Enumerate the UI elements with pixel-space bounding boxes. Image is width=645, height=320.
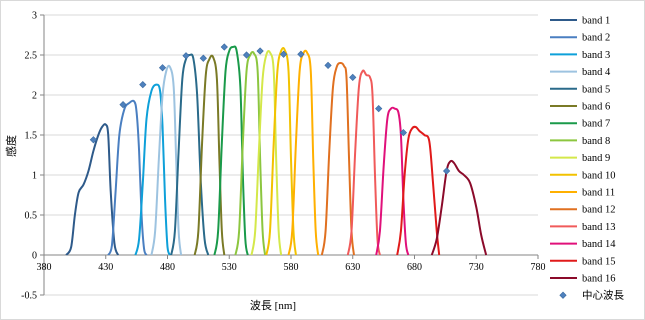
series-line-band-13 — [346, 69, 381, 256]
legend-label: 中心波長 — [582, 289, 624, 302]
legend-label: band 11 — [582, 188, 615, 199]
center-wavelength-marker — [199, 54, 207, 62]
tick-labels: 380 430 480 530 580 630 680 730 780 -0.5 0 0.5 1 1.5 2… — [21, 11, 545, 302]
legend-label: band 1 — [582, 16, 610, 27]
legend-label: band 15 — [582, 256, 616, 267]
series-line-band-2 — [107, 99, 148, 256]
x-tick-label: 780 — [531, 262, 546, 273]
legend-label: band 2 — [582, 33, 610, 44]
center-wavelength-marker — [442, 167, 451, 175]
legend-marker-swatch — [559, 291, 567, 299]
legend-label: band 4 — [582, 67, 611, 78]
legend-label: band 13 — [582, 222, 616, 233]
y-tick-label: 1.5 — [25, 131, 38, 142]
y-tick-label: 1 — [32, 171, 37, 182]
x-axis-label: 波長 [nm] — [250, 299, 296, 312]
center-wavelength-marker — [139, 80, 147, 89]
center-wavelength-marker — [349, 73, 357, 82]
series-line-band-1 — [65, 123, 120, 256]
x-tick-label: 730 — [469, 262, 484, 273]
series-line-band-16 — [430, 159, 488, 256]
x-tick-label: 380 — [37, 262, 52, 273]
x-tick-label: 680 — [407, 262, 422, 273]
series-line-band-11 — [287, 49, 320, 256]
y-tick-label: 2.5 — [25, 51, 38, 62]
x-tick-label: 480 — [160, 262, 175, 273]
center-wavelength-marker — [324, 61, 332, 70]
series-line-band-8 — [234, 51, 267, 256]
legend-label: band 5 — [582, 84, 610, 95]
series-line-band-9 — [250, 50, 283, 256]
center-wavelength-marker — [158, 64, 167, 72]
y-tick-label: 0.5 — [25, 211, 38, 222]
legend: band 1 band 2 band 3 band 4 band 5 band 6 band… — [550, 16, 624, 302]
axes — [40, 14, 539, 296]
y-tick-label: 0 — [32, 251, 37, 262]
legend-label: band 14 — [582, 239, 616, 250]
y-tick-label: -0.5 — [21, 291, 37, 302]
legend-label: band 12 — [582, 205, 616, 216]
series-lines — [65, 45, 488, 256]
series-line-band-10 — [265, 47, 297, 256]
center-wavelength-marker — [375, 104, 383, 113]
x-tick-label: 530 — [222, 262, 237, 273]
x-tick-label: 580 — [284, 262, 299, 273]
center-wavelength-marker — [89, 136, 98, 144]
y-axis-label: 感度 — [4, 135, 18, 157]
x-tick-label: 430 — [98, 262, 113, 273]
series-line-band-3 — [134, 83, 171, 256]
center-wavelength-marker — [182, 52, 190, 60]
series-line-band-14 — [375, 106, 410, 256]
series-line-band-15 — [396, 125, 441, 256]
legend-label: band 7 — [582, 119, 610, 130]
series-line-band-12 — [320, 61, 355, 256]
center-wavelength-marker — [256, 47, 264, 55]
legend-label: band 9 — [582, 153, 610, 164]
legend-label: band 3 — [582, 50, 610, 61]
y-tick-label: 2 — [32, 91, 37, 102]
center-wavelength-marker — [242, 51, 251, 59]
center-wavelength-marker — [297, 50, 305, 58]
center-wavelength-markers — [89, 43, 451, 175]
center-wavelength-marker — [220, 43, 228, 51]
center-wavelength-marker — [399, 128, 408, 137]
series-line-band-5 — [170, 53, 210, 256]
y-tick-label: 3 — [32, 11, 37, 22]
series-line-band-7 — [213, 45, 249, 256]
legend-label: band 10 — [582, 170, 616, 181]
center-wavelength-marker — [279, 50, 288, 58]
center-wavelength-marker — [119, 100, 127, 109]
grid-lines — [44, 14, 538, 296]
legend-label: band 6 — [582, 102, 610, 113]
legend-label: band 16 — [582, 274, 616, 285]
x-tick-label: 630 — [345, 262, 360, 273]
legend-label: band 8 — [582, 136, 610, 147]
